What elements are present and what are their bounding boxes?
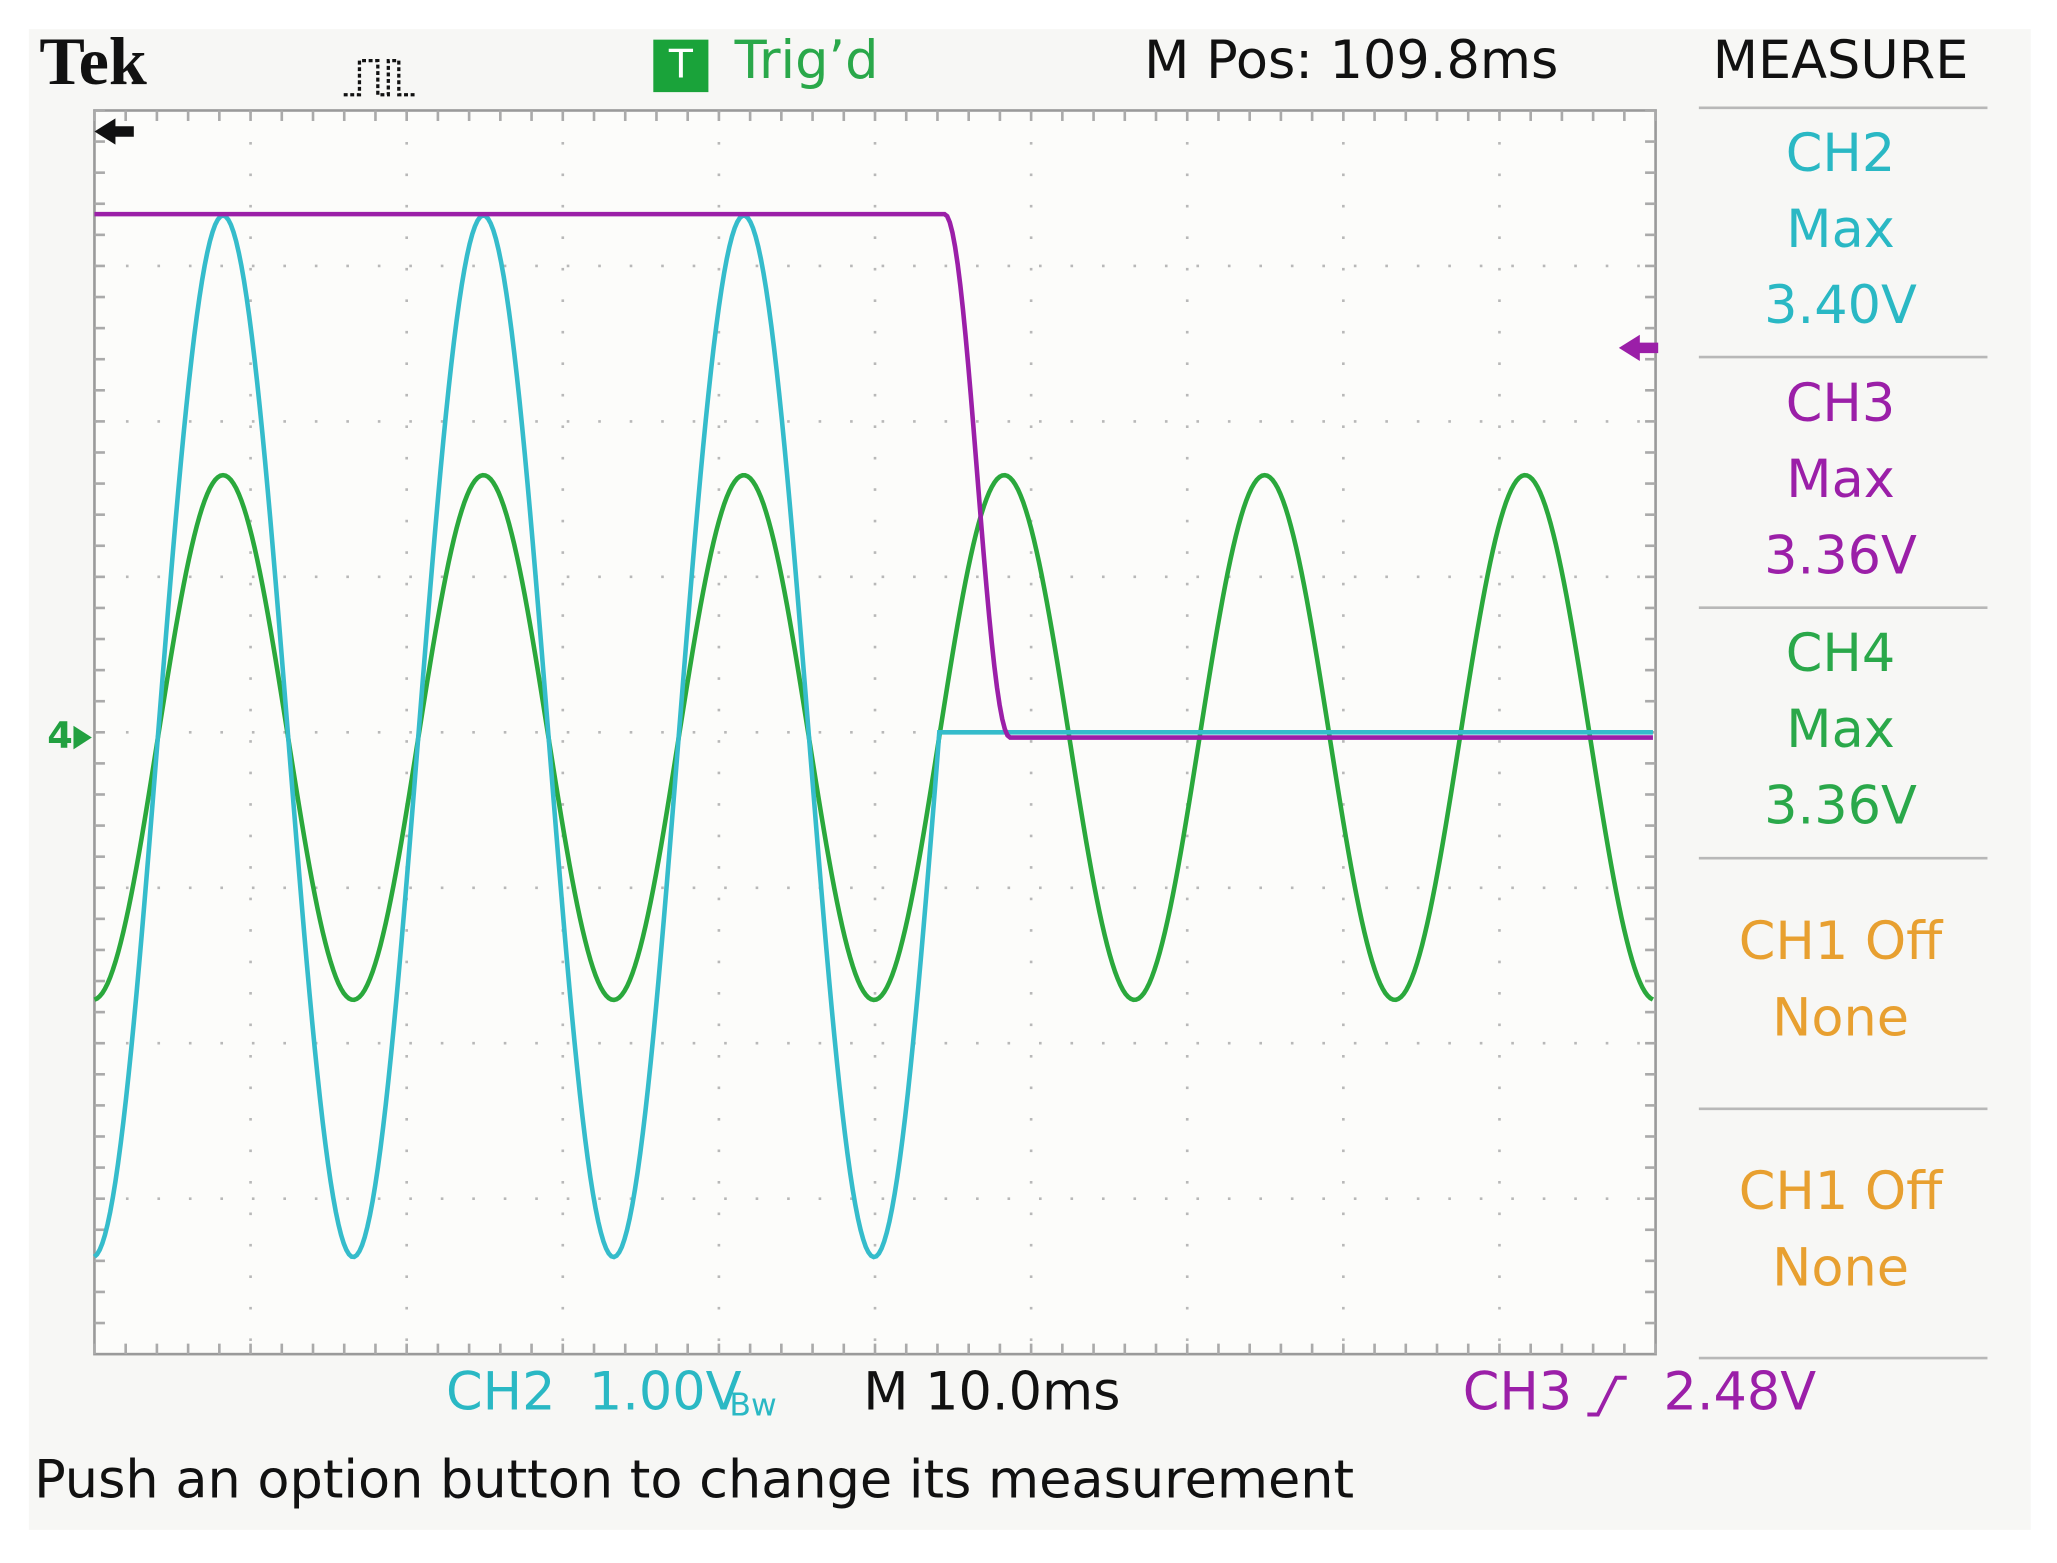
measure-type: None — [1772, 1237, 1909, 1298]
trigger-status: Trig’d — [734, 30, 879, 91]
measure-value: 3.36V — [1764, 775, 1917, 836]
measure-channel: CH2 — [1786, 123, 1895, 184]
horizontal-position: M Pos: 109.8ms — [1144, 30, 1558, 91]
ch2-scale: CH2 1.00V — [446, 1361, 742, 1422]
ch3-trace — [94, 211, 1653, 740]
timebase: M 10.0ms — [863, 1361, 1120, 1422]
trigger-badge-box — [653, 39, 709, 93]
trigger-slope-icon — [1587, 1375, 1627, 1417]
measure-title: MEASURE — [1713, 30, 1969, 91]
brand: Tek — [39, 23, 147, 99]
measure-channel: CH1 Off — [1739, 911, 1944, 972]
trigger-level: 2.48V — [1663, 1361, 1816, 1422]
trigger-position-marker — [94, 118, 134, 145]
ch2-bandwidth: Bw — [729, 1388, 776, 1424]
measure-type: Max — [1786, 199, 1894, 260]
trigger-level-marker — [1618, 334, 1659, 362]
measure-type: None — [1772, 987, 1909, 1048]
trigger-badge: T — [668, 42, 694, 88]
status-message: Push an option button to change its meas… — [34, 1449, 1354, 1510]
acquire-icon — [343, 58, 415, 97]
measure-channel: CH4 — [1786, 623, 1895, 684]
ch4-trace — [93, 472, 1655, 1003]
measure-type: Max — [1786, 449, 1894, 510]
ch4-ground-marker — [73, 725, 92, 750]
measure-type: Max — [1786, 699, 1894, 760]
trigger-source: CH3 — [1463, 1361, 1572, 1422]
measure-channel: CH3 — [1786, 373, 1895, 434]
measure-value: 3.36V — [1764, 525, 1917, 586]
measure-value: 3.40V — [1764, 275, 1917, 336]
ch4-ground-label: 4 — [47, 714, 73, 757]
graticule — [93, 109, 1657, 1355]
waveforms — [92, 211, 1655, 1260]
measure-panel: CH2 Max 3.40V CH3 Max 3.36V CH4 Max 3.36V CH1 Off… — [1698, 106, 1988, 1360]
ch2-trace — [92, 212, 1653, 1260]
measure-channel: CH1 Off — [1739, 1161, 1944, 1222]
